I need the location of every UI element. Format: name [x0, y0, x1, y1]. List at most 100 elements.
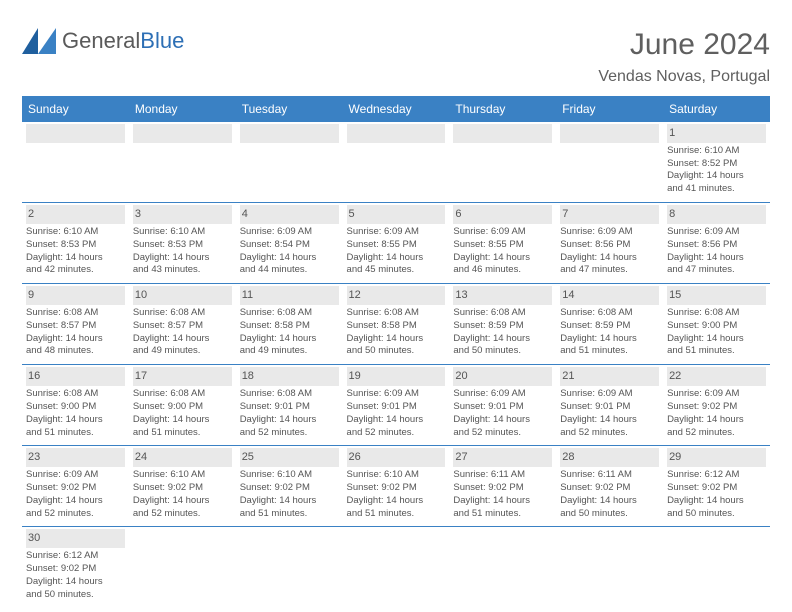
calendar-cell-empty — [556, 122, 663, 203]
sunset-text: Sunset: 8:53 PM — [133, 239, 232, 252]
calendar-week: 16Sunrise: 6:08 AMSunset: 9:00 PMDayligh… — [22, 365, 770, 446]
daylight-text: and 46 minutes. — [453, 264, 552, 277]
sunset-text: Sunset: 8:58 PM — [347, 320, 446, 333]
daylight-text: and 51 minutes. — [26, 427, 125, 440]
sunset-text: Sunset: 8:56 PM — [667, 239, 766, 252]
calendar-cell: 29Sunrise: 6:12 AMSunset: 9:02 PMDayligh… — [663, 446, 770, 527]
calendar-cell: 28Sunrise: 6:11 AMSunset: 9:02 PMDayligh… — [556, 446, 663, 527]
calendar-cell-empty — [236, 527, 343, 608]
calendar-cell: 5Sunrise: 6:09 AMSunset: 8:55 PMDaylight… — [343, 203, 450, 284]
calendar-cell: 15Sunrise: 6:08 AMSunset: 9:00 PMDayligh… — [663, 284, 770, 365]
daylight-text: Daylight: 14 hours — [453, 333, 552, 346]
calendar-cell: 27Sunrise: 6:11 AMSunset: 9:02 PMDayligh… — [449, 446, 556, 527]
sunset-text: Sunset: 8:58 PM — [240, 320, 339, 333]
sunrise-text: Sunrise: 6:10 AM — [347, 469, 446, 482]
day-number: 5 — [347, 205, 446, 224]
daylight-text: Daylight: 14 hours — [667, 495, 766, 508]
weekday-header: Friday — [556, 96, 663, 122]
day-number: 7 — [560, 205, 659, 224]
daylight-text: and 49 minutes. — [240, 345, 339, 358]
day-number: 26 — [347, 448, 446, 467]
calendar-cell-empty — [22, 122, 129, 203]
sunset-text: Sunset: 9:02 PM — [133, 482, 232, 495]
daylight-text: and 51 minutes. — [667, 345, 766, 358]
calendar-cell: 16Sunrise: 6:08 AMSunset: 9:00 PMDayligh… — [22, 365, 129, 446]
sunrise-text: Sunrise: 6:08 AM — [133, 388, 232, 401]
calendar-cell: 2Sunrise: 6:10 AMSunset: 8:53 PMDaylight… — [22, 203, 129, 284]
empty-daynum-strip — [347, 124, 446, 143]
sunset-text: Sunset: 9:01 PM — [560, 401, 659, 414]
calendar-cell: 13Sunrise: 6:08 AMSunset: 8:59 PMDayligh… — [449, 284, 556, 365]
calendar-cell-empty — [129, 527, 236, 608]
calendar-week: 9Sunrise: 6:08 AMSunset: 8:57 PMDaylight… — [22, 284, 770, 365]
sunrise-text: Sunrise: 6:08 AM — [26, 307, 125, 320]
sunrise-text: Sunrise: 6:12 AM — [667, 469, 766, 482]
sunset-text: Sunset: 8:52 PM — [667, 158, 766, 171]
daylight-text: and 48 minutes. — [26, 345, 125, 358]
location-label: Vendas Novas, Portugal — [598, 68, 770, 86]
daylight-text: Daylight: 14 hours — [240, 252, 339, 265]
daylight-text: and 42 minutes. — [26, 264, 125, 277]
sunrise-text: Sunrise: 6:09 AM — [560, 388, 659, 401]
daylight-text: and 51 minutes. — [560, 345, 659, 358]
daylight-text: Daylight: 14 hours — [667, 170, 766, 183]
day-number: 1 — [667, 124, 766, 143]
calendar-cell: 30Sunrise: 6:12 AMSunset: 9:02 PMDayligh… — [22, 527, 129, 608]
daylight-text: Daylight: 14 hours — [560, 333, 659, 346]
day-number: 29 — [667, 448, 766, 467]
daylight-text: Daylight: 14 hours — [240, 333, 339, 346]
sunset-text: Sunset: 8:57 PM — [133, 320, 232, 333]
daylight-text: and 52 minutes. — [240, 427, 339, 440]
calendar-cell: 1Sunrise: 6:10 AMSunset: 8:52 PMDaylight… — [663, 122, 770, 203]
daylight-text: Daylight: 14 hours — [133, 333, 232, 346]
brand-part1: General — [62, 28, 140, 53]
sunset-text: Sunset: 8:57 PM — [26, 320, 125, 333]
month-title: June 2024 — [598, 28, 770, 62]
sunrise-text: Sunrise: 6:10 AM — [133, 226, 232, 239]
sunset-text: Sunset: 9:02 PM — [240, 482, 339, 495]
calendar-cell: 12Sunrise: 6:08 AMSunset: 8:58 PMDayligh… — [343, 284, 450, 365]
calendar-cell: 19Sunrise: 6:09 AMSunset: 9:01 PMDayligh… — [343, 365, 450, 446]
daylight-text: and 50 minutes. — [667, 508, 766, 521]
daylight-text: Daylight: 14 hours — [240, 495, 339, 508]
day-number: 19 — [347, 367, 446, 386]
daylight-text: Daylight: 14 hours — [26, 414, 125, 427]
daylight-text: Daylight: 14 hours — [347, 333, 446, 346]
sunrise-text: Sunrise: 6:08 AM — [240, 307, 339, 320]
daylight-text: and 51 minutes. — [453, 508, 552, 521]
daylight-text: Daylight: 14 hours — [347, 252, 446, 265]
daylight-text: and 45 minutes. — [347, 264, 446, 277]
sunrise-text: Sunrise: 6:08 AM — [26, 388, 125, 401]
daylight-text: Daylight: 14 hours — [667, 333, 766, 346]
sunset-text: Sunset: 8:55 PM — [453, 239, 552, 252]
daylight-text: and 51 minutes. — [133, 427, 232, 440]
sunrise-text: Sunrise: 6:09 AM — [453, 388, 552, 401]
sunrise-text: Sunrise: 6:09 AM — [560, 226, 659, 239]
calendar-cell: 8Sunrise: 6:09 AMSunset: 8:56 PMDaylight… — [663, 203, 770, 284]
daylight-text: Daylight: 14 hours — [133, 252, 232, 265]
brand-name: GeneralBlue — [62, 28, 184, 54]
daylight-text: and 50 minutes. — [26, 589, 125, 602]
daylight-text: and 50 minutes. — [560, 508, 659, 521]
sunset-text: Sunset: 9:02 PM — [26, 563, 125, 576]
empty-daynum-strip — [240, 124, 339, 143]
daylight-text: Daylight: 14 hours — [26, 252, 125, 265]
day-number: 23 — [26, 448, 125, 467]
sunrise-text: Sunrise: 6:09 AM — [26, 469, 125, 482]
calendar-cell: 3Sunrise: 6:10 AMSunset: 8:53 PMDaylight… — [129, 203, 236, 284]
calendar-cell: 18Sunrise: 6:08 AMSunset: 9:01 PMDayligh… — [236, 365, 343, 446]
daylight-text: Daylight: 14 hours — [347, 495, 446, 508]
sunrise-text: Sunrise: 6:08 AM — [133, 307, 232, 320]
calendar-cell: 17Sunrise: 6:08 AMSunset: 9:00 PMDayligh… — [129, 365, 236, 446]
sunrise-text: Sunrise: 6:08 AM — [560, 307, 659, 320]
daylight-text: and 47 minutes. — [560, 264, 659, 277]
sunset-text: Sunset: 8:56 PM — [560, 239, 659, 252]
daylight-text: and 52 minutes. — [667, 427, 766, 440]
sunrise-text: Sunrise: 6:09 AM — [667, 388, 766, 401]
sunrise-text: Sunrise: 6:10 AM — [133, 469, 232, 482]
daylight-text: Daylight: 14 hours — [26, 576, 125, 589]
day-number: 20 — [453, 367, 552, 386]
sunset-text: Sunset: 8:54 PM — [240, 239, 339, 252]
calendar-head: SundayMondayTuesdayWednesdayThursdayFrid… — [22, 96, 770, 122]
sunrise-text: Sunrise: 6:08 AM — [453, 307, 552, 320]
